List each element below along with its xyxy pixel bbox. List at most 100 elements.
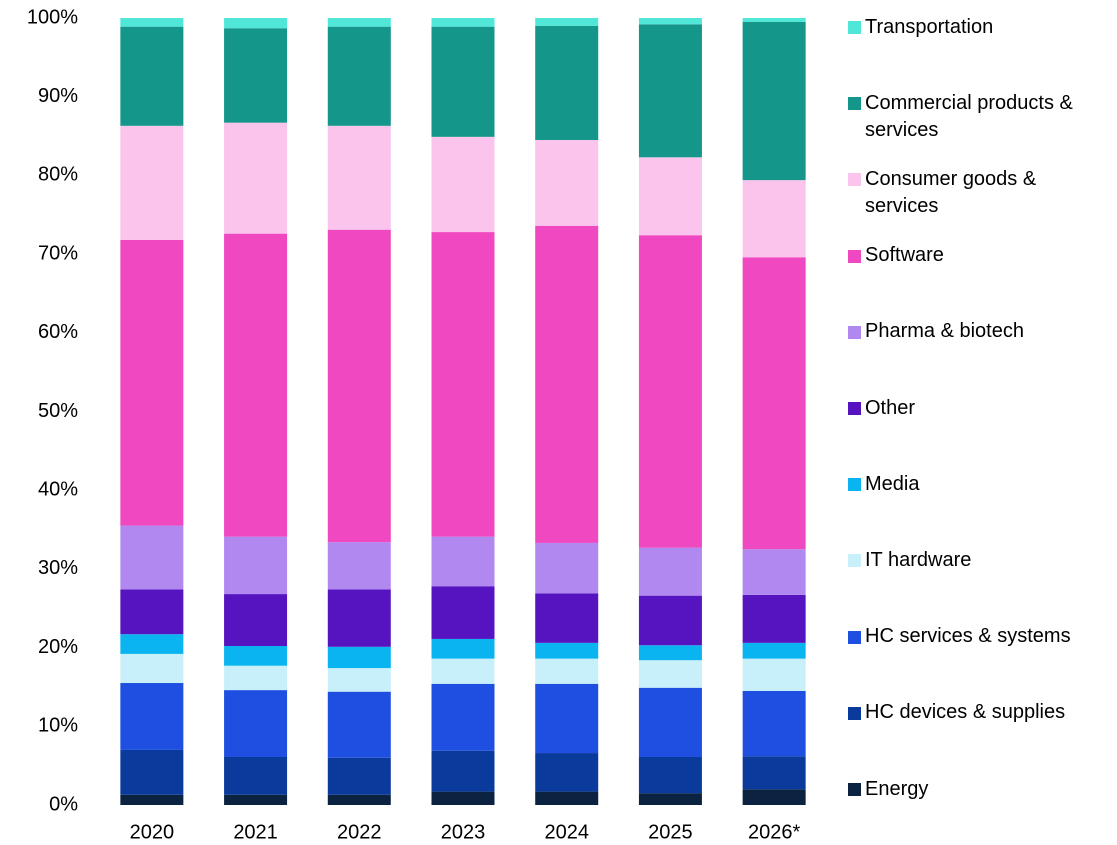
bar-segment (742, 690, 806, 757)
bar-segment (224, 756, 288, 795)
legend-swatch (848, 402, 861, 415)
bar-segment (535, 683, 599, 754)
y-tick-label: 10% (38, 715, 78, 737)
bar-segment (431, 791, 495, 805)
bar-segment (535, 18, 599, 26)
legend-label: Transportation (865, 15, 994, 38)
legend-swatch (848, 21, 861, 34)
bar-segment (431, 683, 495, 751)
bar-segment (327, 26, 391, 126)
x-tick-label: 2024 (544, 821, 589, 843)
x-tick-label: 2021 (233, 821, 278, 843)
bar-segment (327, 757, 391, 795)
bar-segment (638, 235, 702, 548)
bar-segment (535, 791, 599, 805)
bar-segment (327, 589, 391, 647)
y-tick-label: 20% (38, 636, 78, 658)
legend-swatch (848, 97, 861, 111)
bar-segment (327, 18, 391, 27)
legend-label: Energy (865, 777, 929, 800)
bar-segment (431, 658, 495, 684)
bar-segment (742, 257, 806, 550)
x-tick-label: 2023 (441, 821, 486, 843)
bar-segment (638, 645, 702, 661)
y-tick-label: 100% (27, 6, 78, 28)
bar-segment (327, 229, 391, 543)
bar-segment (535, 753, 599, 792)
bar-segment (535, 658, 599, 684)
bar-segment (638, 756, 702, 794)
bar-segment (120, 239, 184, 526)
bar-segment (431, 536, 495, 587)
bar-segment (638, 157, 702, 236)
y-tick-label: 0% (49, 793, 78, 815)
legend-label: Software (865, 244, 944, 267)
y-tick-label: 60% (38, 321, 78, 343)
y-tick-label: 30% (38, 557, 78, 579)
legend-swatch (848, 478, 861, 492)
bar-segment (535, 225, 599, 543)
bar-segment (535, 593, 599, 643)
bar-segment (431, 136, 495, 233)
bar-segment (535, 642, 599, 659)
legend-label: Other (865, 396, 916, 419)
bar-segment (120, 683, 184, 750)
bar-segment (224, 665, 288, 691)
y-tick-label: 70% (38, 242, 78, 264)
bar-segment (742, 21, 806, 181)
x-tick-label: 2022 (337, 821, 382, 843)
legend-label: HC services & systems (865, 625, 1071, 648)
x-tick-label: 2020 (130, 821, 175, 843)
bar-segment (742, 180, 806, 258)
bar-segment (535, 139, 599, 226)
bar-segment (224, 122, 288, 234)
legend-swatch (848, 783, 861, 796)
bar-segment (431, 638, 495, 659)
bar-segment (327, 125, 391, 230)
bar-segment (327, 691, 391, 758)
legend-swatch (848, 249, 861, 263)
bar-segment (120, 653, 184, 684)
bar-segment (638, 18, 702, 25)
bar-segment (224, 536, 288, 595)
x-tick-label: 2026* (748, 821, 800, 843)
legend-label: Media (865, 472, 920, 495)
bar-segment (120, 749, 184, 795)
bar-segment (327, 542, 391, 590)
y-tick-label: 50% (38, 400, 78, 422)
bar-segment (327, 794, 391, 805)
bar-segment (224, 690, 288, 757)
legend-swatch (848, 630, 861, 644)
bar-segment (742, 549, 806, 595)
bar-segment (224, 18, 288, 29)
bar-segment (120, 634, 184, 654)
bar-segment (638, 793, 702, 805)
bar-segment (742, 789, 806, 805)
x-tick-label: 2025 (648, 821, 693, 843)
bar-segment (742, 594, 806, 643)
bar-segment (120, 26, 184, 126)
bar-segment (224, 233, 288, 537)
bar-segment (120, 794, 184, 805)
bar-segment (638, 687, 702, 757)
legend-swatch (848, 706, 861, 720)
legend-label: Commercial products & services (865, 91, 1073, 141)
bar-segment (120, 589, 184, 635)
bar-segment (224, 646, 288, 666)
bar-segment (224, 28, 288, 123)
bar-segment (638, 660, 702, 688)
bar-segment (638, 547, 702, 596)
bar-segment (638, 24, 702, 158)
legend-label: Consumer goods & services (865, 167, 1037, 217)
bar-segment (431, 18, 495, 27)
legend-label: Pharma & biotech (865, 320, 1024, 343)
bar-segment (431, 586, 495, 639)
y-tick-label: 90% (38, 85, 78, 107)
bar-segment (431, 750, 495, 792)
bar-segment (120, 525, 184, 590)
legend-swatch (848, 554, 861, 568)
legend-swatch (848, 325, 861, 339)
bar-segment (742, 18, 806, 22)
